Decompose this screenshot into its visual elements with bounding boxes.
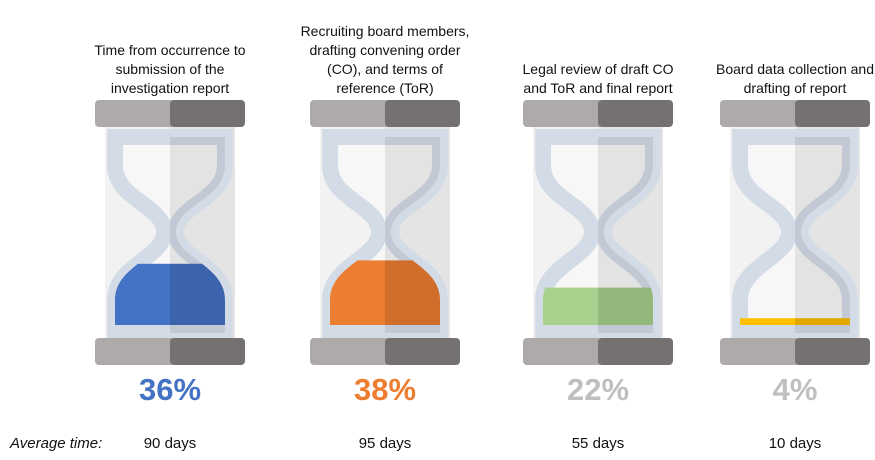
cap-right [795, 338, 870, 365]
cap-right [598, 338, 673, 365]
average-time: 55 days [571, 435, 625, 452]
value-label: 36% [138, 372, 202, 407]
hourglass [523, 100, 673, 365]
cap-left [523, 100, 603, 127]
cap-left [310, 100, 390, 127]
cap-left [95, 338, 175, 365]
cap-left [720, 338, 800, 365]
value-label: 4% [772, 372, 818, 407]
sand-shade [598, 287, 653, 325]
category-title: Recruiting board members, drafting conve… [300, 23, 470, 96]
average-time: 90 days [143, 435, 197, 452]
hourglass [310, 100, 460, 365]
cap-left [310, 338, 390, 365]
sand-shade [795, 318, 850, 325]
average-time-label: Average time: [10, 435, 103, 452]
cap-right [385, 338, 460, 365]
value-label: 22% [566, 372, 630, 407]
cap-right [385, 100, 460, 127]
sand [330, 260, 440, 325]
hourglass [95, 100, 245, 365]
sand [115, 263, 225, 325]
category-title: Legal review of draft CO and ToR and fin… [522, 61, 674, 96]
sand [543, 287, 653, 325]
cap-left [720, 100, 800, 127]
cap-right [170, 338, 245, 365]
cap-left [95, 100, 175, 127]
cap-right [170, 100, 245, 127]
cap-right [795, 100, 870, 127]
glass [732, 129, 858, 341]
sand [740, 318, 850, 325]
cap-left [523, 338, 603, 365]
value-label: 38% [353, 372, 417, 407]
category-title: Board data collection and drafting of re… [716, 61, 874, 96]
category-title: Time from occurrence to submission of th… [94, 42, 246, 96]
average-time: 95 days [358, 435, 412, 452]
glass [535, 129, 661, 341]
average-time: 10 days [768, 435, 822, 452]
cap-right [598, 100, 673, 127]
hourglass [720, 100, 870, 365]
